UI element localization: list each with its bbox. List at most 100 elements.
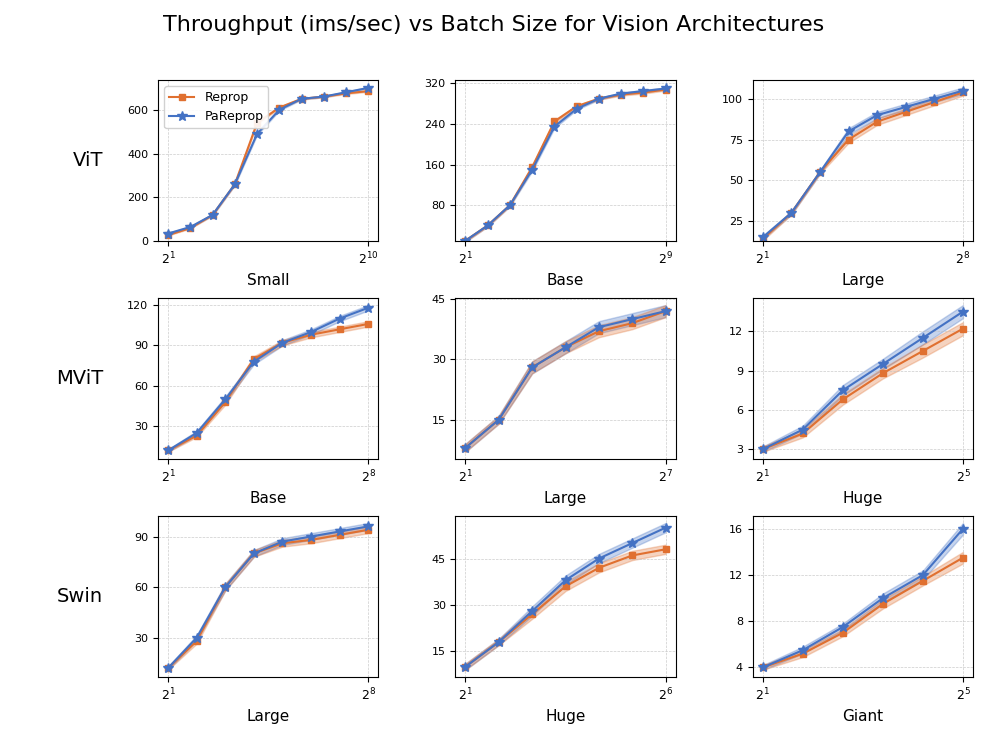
PaReprop [334,314,346,323]
Legend: Reprop, PaReprop: Reprop, PaReprop [164,86,269,129]
PaReprop [162,664,174,672]
Reprop [527,610,538,619]
PaReprop [162,229,174,238]
Reprop [248,355,260,364]
Reprop [843,135,855,144]
PaReprop [957,525,969,534]
Reprop [305,330,317,339]
Reprop [837,395,849,403]
Reprop [527,163,538,171]
PaReprop [871,111,883,120]
PaReprop [571,104,583,113]
Reprop [206,211,218,219]
Reprop [626,319,638,327]
X-axis label: Huge: Huge [843,491,883,506]
PaReprop [229,180,241,188]
PaReprop [482,221,494,230]
Reprop [929,98,941,106]
PaReprop [757,445,769,454]
Reprop [900,107,912,116]
Line: PaReprop: PaReprop [460,306,671,453]
Reprop [295,95,307,103]
PaReprop [785,208,797,217]
PaReprop [363,522,374,531]
PaReprop [219,582,231,591]
Reprop [917,347,929,355]
PaReprop [340,88,352,97]
Reprop [162,446,174,455]
Reprop [757,445,769,454]
Reprop [162,664,174,672]
Line: Reprop: Reprop [165,88,371,239]
PaReprop [814,168,826,177]
PaReprop [757,663,769,672]
Reprop [837,628,849,637]
Line: PaReprop: PaReprop [758,524,968,672]
X-axis label: Large: Large [544,491,587,506]
PaReprop [251,129,263,138]
PaReprop [318,92,330,101]
PaReprop [797,646,809,655]
PaReprop [363,84,374,92]
Reprop [814,168,826,177]
Reprop [493,638,505,647]
PaReprop [527,363,538,372]
PaReprop [843,127,855,136]
X-axis label: Small: Small [247,273,289,288]
PaReprop [957,307,969,316]
X-axis label: Huge: Huge [545,709,586,724]
Reprop [757,234,769,243]
PaReprop [660,307,672,316]
Reprop [559,582,571,590]
Reprop [274,103,286,112]
PaReprop [334,527,346,536]
Reprop [162,231,174,239]
Reprop [334,325,346,334]
PaReprop [459,662,471,671]
PaReprop [559,576,571,585]
Line: Reprop: Reprop [165,526,371,672]
X-axis label: Base: Base [546,273,584,288]
PaReprop [191,633,203,642]
PaReprop [900,103,912,112]
PaReprop [917,333,929,342]
PaReprop [527,607,538,616]
PaReprop [493,638,505,647]
Text: MViT: MViT [55,369,103,388]
Reprop [219,582,231,591]
Reprop [957,88,969,97]
Reprop [660,307,672,316]
Reprop [363,319,374,328]
Reprop [191,432,203,440]
Line: Reprop: Reprop [462,307,669,452]
Reprop [493,415,505,424]
Reprop [251,118,263,127]
Reprop [482,221,494,230]
PaReprop [616,89,627,98]
Reprop [559,343,571,352]
Reprop [229,180,241,188]
Reprop [363,86,374,95]
X-axis label: Large: Large [247,709,289,724]
PaReprop [493,415,505,424]
PaReprop [305,532,317,541]
PaReprop [277,537,288,546]
Reprop [660,85,672,94]
Reprop [318,92,330,101]
PaReprop [248,357,260,366]
PaReprop [504,201,516,210]
Reprop [877,599,889,608]
Text: Swin: Swin [57,587,103,606]
PaReprop [637,86,649,95]
X-axis label: Giant: Giant [843,709,883,724]
Reprop [219,398,231,406]
Reprop [660,545,672,554]
Reprop [185,224,197,233]
Line: PaReprop: PaReprop [758,86,968,242]
Reprop [957,324,969,333]
Line: Reprop: Reprop [760,89,966,242]
Reprop [527,363,538,372]
Reprop [593,327,605,336]
Reprop [459,443,471,452]
PaReprop [277,338,288,347]
